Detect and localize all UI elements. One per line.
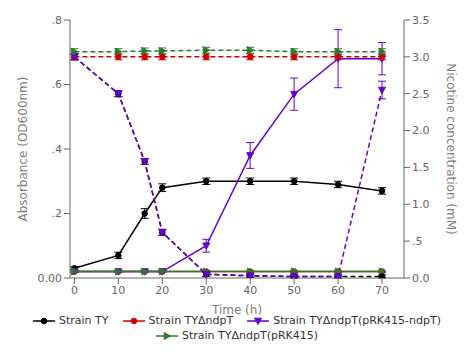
svg-text:.4: .4 [52,143,63,156]
html-text:Strain TYΔndpT: Strain TYΔndpT [148,314,234,327]
svg-text:40: 40 [243,284,257,297]
svg-text:.2: .2 [52,207,63,220]
svg-text:50: 50 [287,284,301,297]
svg-text:.8: .8 [52,14,63,27]
svg-text:Nicotine concentration (mM): Nicotine concentration (mM) [444,63,458,234]
svg-text:30: 30 [199,284,213,297]
svg-text:Time (h): Time (h) [211,303,262,317]
svg-text:20: 20 [155,284,169,297]
svg-text:3.5: 3.5 [412,14,430,27]
svg-text:60: 60 [331,284,345,297]
svg-text:1.0: 1.0 [412,198,430,211]
svg-text:0: 0 [71,284,78,297]
svg-text:10: 10 [111,284,125,297]
svg-text:2.0: 2.0 [412,124,430,137]
svg-text:.5: .5 [412,235,423,248]
svg-text:0.0: 0.0 [412,272,430,285]
svg-text:0.00: 0.00 [38,272,63,285]
svg-text:70: 70 [375,284,389,297]
svg-text:Absorbance (OD600nm): Absorbance (OD600nm) [16,77,30,222]
svg-text:.6: .6 [52,78,63,91]
svg-text:1.5: 1.5 [412,161,430,174]
html-text:Strain TYΔndpT(pRK415): Strain TYΔndpT(pRK415) [181,329,319,342]
svg-text:3.0: 3.0 [412,51,430,64]
html-text:Strain TYΔndpT(pRK415-ndpT): Strain TYΔndpT(pRK415-ndpT) [273,314,441,327]
svg-text:2.5: 2.5 [412,88,430,101]
html-text:Strain TY: Strain TY [59,314,109,327]
